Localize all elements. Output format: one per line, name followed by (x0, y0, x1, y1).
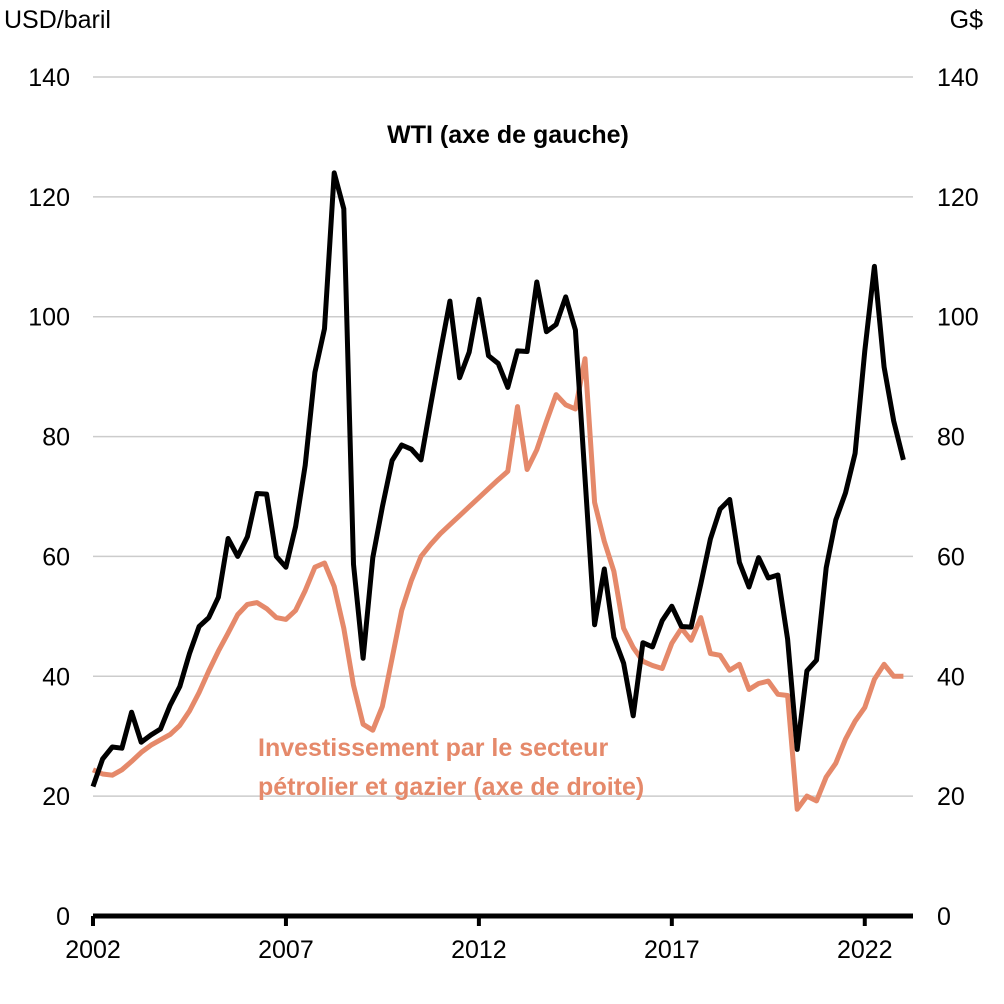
x-axis-tick-label: 2007 (258, 936, 314, 964)
gridlines (93, 76, 913, 797)
right-axis-tick-label: 0 (937, 903, 951, 931)
right-axis-tick-label: 140 (937, 64, 979, 92)
left-axis-unit-label: USD/baril (4, 6, 111, 34)
right-axis-tick-label: 60 (937, 543, 965, 571)
right-axis-tick-label: 80 (937, 424, 965, 452)
right-axis-tick-label: 100 (937, 304, 979, 332)
x-axis-tick-label: 2002 (65, 936, 121, 964)
right-axis-ticks: 0 20 40 60 80 100 120 140 (937, 64, 979, 931)
investment-series-line (91, 356, 904, 812)
right-axis-tick-label: 120 (937, 184, 979, 212)
left-axis-tick-label: 40 (42, 663, 70, 691)
right-axis-tick-label: 40 (937, 663, 965, 691)
wti-series-line (90, 170, 906, 788)
series-lines (90, 170, 906, 812)
left-axis-ticks: 0 20 40 60 80 100 120 140 (28, 64, 70, 931)
right-axis-unit-label: G$ (950, 6, 983, 34)
left-axis-tick-label: 20 (42, 783, 70, 811)
left-axis-tick-label: 60 (42, 543, 70, 571)
left-axis-tick-label: 100 (28, 304, 70, 332)
left-axis-tick-label: 0 (56, 903, 70, 931)
wti-annotation: WTI (axe de gauche) (387, 121, 629, 149)
investment-annotation-line2: pétrolier et gazier (axe de droite) (258, 773, 644, 801)
left-axis-tick-label: 80 (42, 424, 70, 452)
x-axis-tick-label: 2012 (451, 936, 507, 964)
left-axis-tick-label: 140 (28, 64, 70, 92)
x-axis-tick-label: 2022 (837, 936, 893, 964)
x-axis: 2002 2007 2012 2017 2022 (65, 913, 913, 964)
x-axis-tick-label: 2017 (644, 936, 700, 964)
investment-annotation-line1: Investissement par le secteur (258, 734, 608, 762)
left-axis-tick-label: 120 (28, 184, 70, 212)
right-axis-tick-label: 20 (937, 783, 965, 811)
